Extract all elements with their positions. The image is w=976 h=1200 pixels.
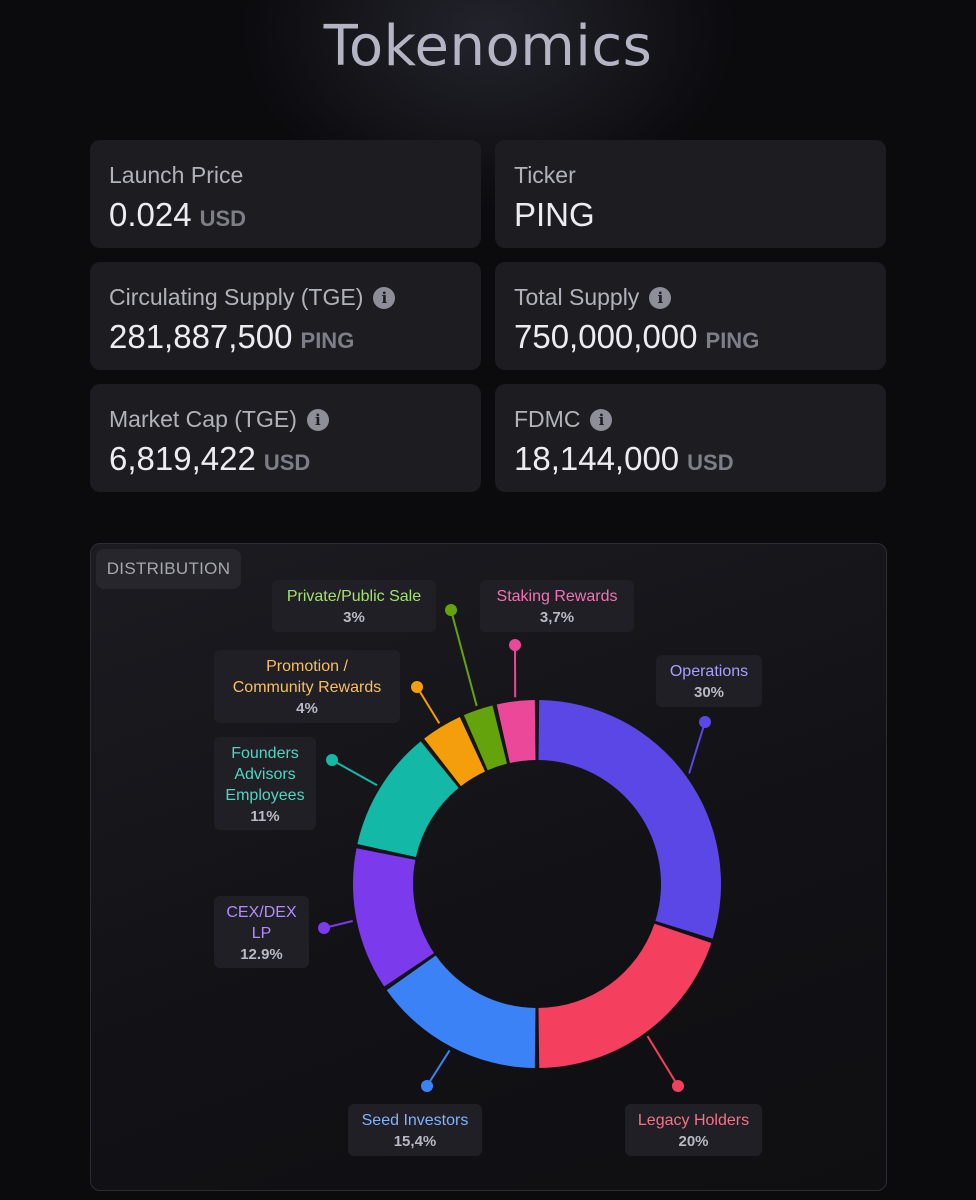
leader-dot (411, 681, 423, 693)
slice-label: Promotion / Community Rewards 4% (214, 650, 400, 723)
distribution-tag: DISTRIBUTION (96, 549, 241, 589)
slice-name: Seed Investors (361, 1112, 469, 1129)
leader-line (331, 759, 378, 787)
donut-slice-private-public-sale[interactable] (463, 705, 507, 771)
slice-name: Community Rewards (232, 679, 382, 696)
slice-name: Founders (231, 745, 299, 762)
leader-dot (672, 1080, 684, 1092)
slice-label: Legacy Holders 20% (625, 1104, 762, 1156)
slice-label: Private/Public Sale 3% (272, 580, 436, 632)
info-icon[interactable]: i (373, 286, 396, 309)
donut-slice-promotion-community-rewards[interactable] (424, 716, 485, 787)
slice-label: Seed Investors 15,4% (348, 1104, 482, 1156)
stat-card: FDMC i 18,144,000 USD (495, 384, 886, 492)
stat-value-number: PING (514, 196, 595, 233)
donut-slice-staking-rewards[interactable] (496, 700, 536, 764)
stat-label: Total Supply i (514, 284, 672, 311)
leader-dot (326, 754, 338, 766)
donut-slice-founders-advisors-employees[interactable] (357, 741, 459, 858)
donut-slice-legacy-holders[interactable] (538, 923, 712, 1068)
stat-unit: USD (263, 450, 311, 475)
stat-label: Market Cap (TGE) i (109, 406, 329, 433)
stat-label: Ticker (514, 162, 576, 189)
stat-card: Circulating Supply (TGE) i 281,887,500 PING (90, 262, 481, 370)
leader-line (646, 1035, 679, 1087)
donut-slice-seed-investors[interactable] (386, 955, 536, 1068)
stat-value-number: 750,000,000 (514, 318, 698, 355)
slice-label: Staking Rewards 3,7% (480, 580, 634, 632)
leader-line (416, 686, 441, 724)
stat-value: PING (514, 196, 595, 234)
stat-label-text: Circulating Supply (TGE) (109, 284, 364, 310)
leader-dot (509, 639, 521, 651)
donut-slice-cex-dex-lp[interactable] (353, 848, 435, 987)
slice-name: Employees (225, 787, 305, 804)
slice-name: Promotion / (266, 658, 348, 675)
stat-value: 750,000,000 PING (514, 318, 759, 356)
stat-card: Ticker PING (495, 140, 886, 248)
leader-dot (421, 1080, 433, 1092)
slice-percent: 12.9% (240, 946, 283, 963)
stat-value: 6,819,422 USD (109, 440, 310, 478)
slice-name: Private/Public Sale (286, 588, 422, 605)
stat-label: Launch Price (109, 162, 243, 189)
stat-label-text: Launch Price (109, 162, 244, 188)
info-icon[interactable]: i (306, 408, 329, 431)
leader-line (688, 721, 706, 774)
stat-card: Market Cap (TGE) i 6,819,422 USD (90, 384, 481, 492)
slice-percent: 4% (296, 700, 318, 717)
stat-label-text: Market Cap (TGE) (109, 406, 297, 432)
slice-percent: 3,7% (539, 609, 575, 626)
stat-value: 18,144,000 USD (514, 440, 734, 478)
info-icon[interactable]: i (649, 286, 672, 309)
slice-label: Founders Advisors Employees 11% (214, 737, 316, 830)
page-title: Tokenomics (323, 14, 653, 79)
slice-name: LP (251, 925, 272, 942)
slice-percent: 20% (678, 1133, 709, 1150)
leader-dot (318, 922, 330, 934)
slice-percent: 3% (343, 609, 365, 626)
slice-percent: 11% (250, 808, 280, 825)
stat-value-number: 281,887,500 (109, 318, 293, 355)
stat-label: FDMC i (514, 406, 613, 433)
leader-dot (445, 604, 457, 616)
slice-name: Legacy Holders (637, 1112, 750, 1129)
stat-value: 0.024 USD (109, 196, 246, 234)
leader-dot (699, 716, 711, 728)
stat-label-text: Total Supply (514, 284, 640, 310)
stat-label-text: FDMC (514, 406, 581, 432)
stat-label-text: Ticker (514, 162, 576, 188)
slice-label: CEX/DEX LP 12.9% (214, 896, 309, 968)
stat-label: Circulating Supply (TGE) i (109, 284, 396, 311)
stat-card: Launch Price 0.024 USD (90, 140, 481, 248)
slice-percent: 15,4% (393, 1133, 437, 1150)
slice-name: CEX/DEX (226, 904, 297, 921)
slice-label: Operations 30% (656, 655, 762, 707)
stat-unit: USD (199, 206, 247, 231)
slice-name: Operations (669, 663, 749, 680)
slice-percent: 30% (693, 684, 725, 701)
stat-value-number: 6,819,422 (109, 440, 256, 477)
stat-value-number: 0.024 (109, 196, 192, 233)
info-icon[interactable]: i (590, 408, 613, 431)
stat-unit: PING (705, 328, 760, 353)
leader-line (450, 609, 478, 707)
slice-name: Staking Rewards (496, 588, 618, 605)
leader-line (426, 1049, 451, 1087)
stat-unit: USD (687, 450, 734, 475)
donut-slice-operations[interactable] (538, 700, 721, 939)
stat-value-number: 18,144,000 (514, 440, 680, 477)
stat-unit: PING (300, 328, 355, 353)
stat-card: Total Supply i 750,000,000 PING (495, 262, 886, 370)
slice-name: Advisors (234, 766, 296, 783)
stat-value: 281,887,500 PING (109, 318, 354, 356)
